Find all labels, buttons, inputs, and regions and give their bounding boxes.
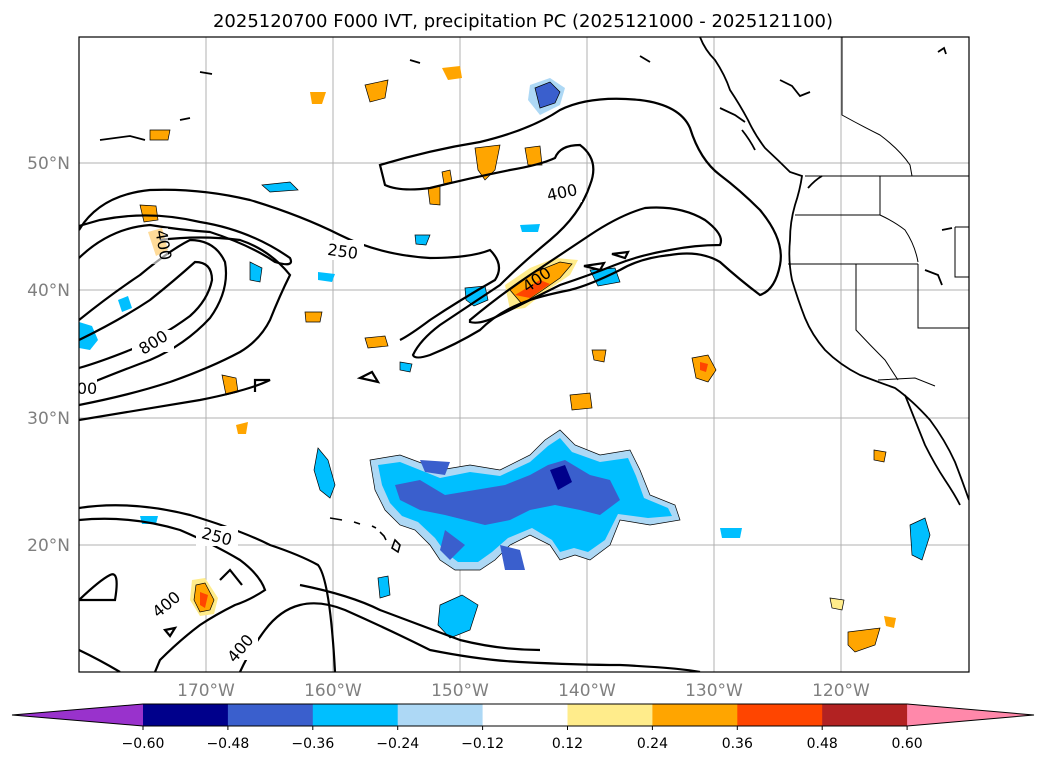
longitude-labels: 170°W 160°W 150°W 140°W 130°W 120°W <box>177 681 870 701</box>
map-area: 250 400 400 800 400 250 400 400 00 <box>77 37 969 672</box>
colorbar-tick-label: 0.60 <box>892 736 923 752</box>
colorbar-extend-low <box>12 704 143 726</box>
lat-label-20n: 20°N <box>27 536 70 556</box>
colorbar-tick-label: 0.12 <box>552 736 583 752</box>
political-borders <box>788 37 969 387</box>
colorbar-segment <box>227 704 314 726</box>
colorbar-extend-high <box>907 704 1034 726</box>
negative-pc-regions <box>79 78 931 639</box>
colorbar-tick-label: −0.60 <box>122 736 165 752</box>
latitude-labels: 50°N 40°N 30°N 20°N <box>27 154 70 556</box>
lat-label-30n: 30°N <box>27 409 70 429</box>
ivt-contours <box>79 97 782 672</box>
lon-label-120w: 120°W <box>812 681 870 701</box>
lon-label-140w: 140°W <box>558 681 616 701</box>
colorbar-segment <box>482 704 569 726</box>
colorbar-segment <box>567 704 653 726</box>
lon-label-160w: 160°W <box>304 681 362 701</box>
colorbar-tick-label: 0.36 <box>722 736 753 752</box>
colorbar-segment <box>737 704 823 726</box>
colorbar-segment <box>397 704 484 726</box>
colorbar-tick-label: −0.48 <box>206 736 249 752</box>
colorbar: −0.60 −0.48 −0.36 −0.24 −0.12 0.12 0.24 0.36 0.4… <box>11 703 1035 752</box>
colorbar-segment <box>312 704 399 726</box>
lat-label-40n: 40°N <box>27 281 70 301</box>
colorbar-tick-label: 0.24 <box>637 736 668 752</box>
colorbar-segment <box>822 704 908 726</box>
lon-label-130w: 130°W <box>685 681 743 701</box>
colorbar-tick-label: 0.48 <box>807 736 838 752</box>
colorbar-tick-label: −0.24 <box>376 736 419 752</box>
colorbar-segment <box>652 704 738 726</box>
map-title: 2025120700 F000 IVT, precipitation PC (2… <box>213 11 833 32</box>
contour-label-250-north: 250 <box>326 240 359 263</box>
map-frame <box>78 36 970 673</box>
lon-label-170w: 170°W <box>177 681 235 701</box>
contour-label-edge: 00 <box>77 379 97 398</box>
coastlines <box>99 37 969 506</box>
lat-label-50n: 50°N <box>27 154 70 174</box>
colorbar-tick-label: −0.36 <box>291 736 334 752</box>
colorbar-tick-label: −0.12 <box>461 736 504 752</box>
hawaii-islands <box>329 517 401 554</box>
lon-label-150w: 150°W <box>431 681 489 701</box>
colorbar-segment <box>143 704 229 726</box>
